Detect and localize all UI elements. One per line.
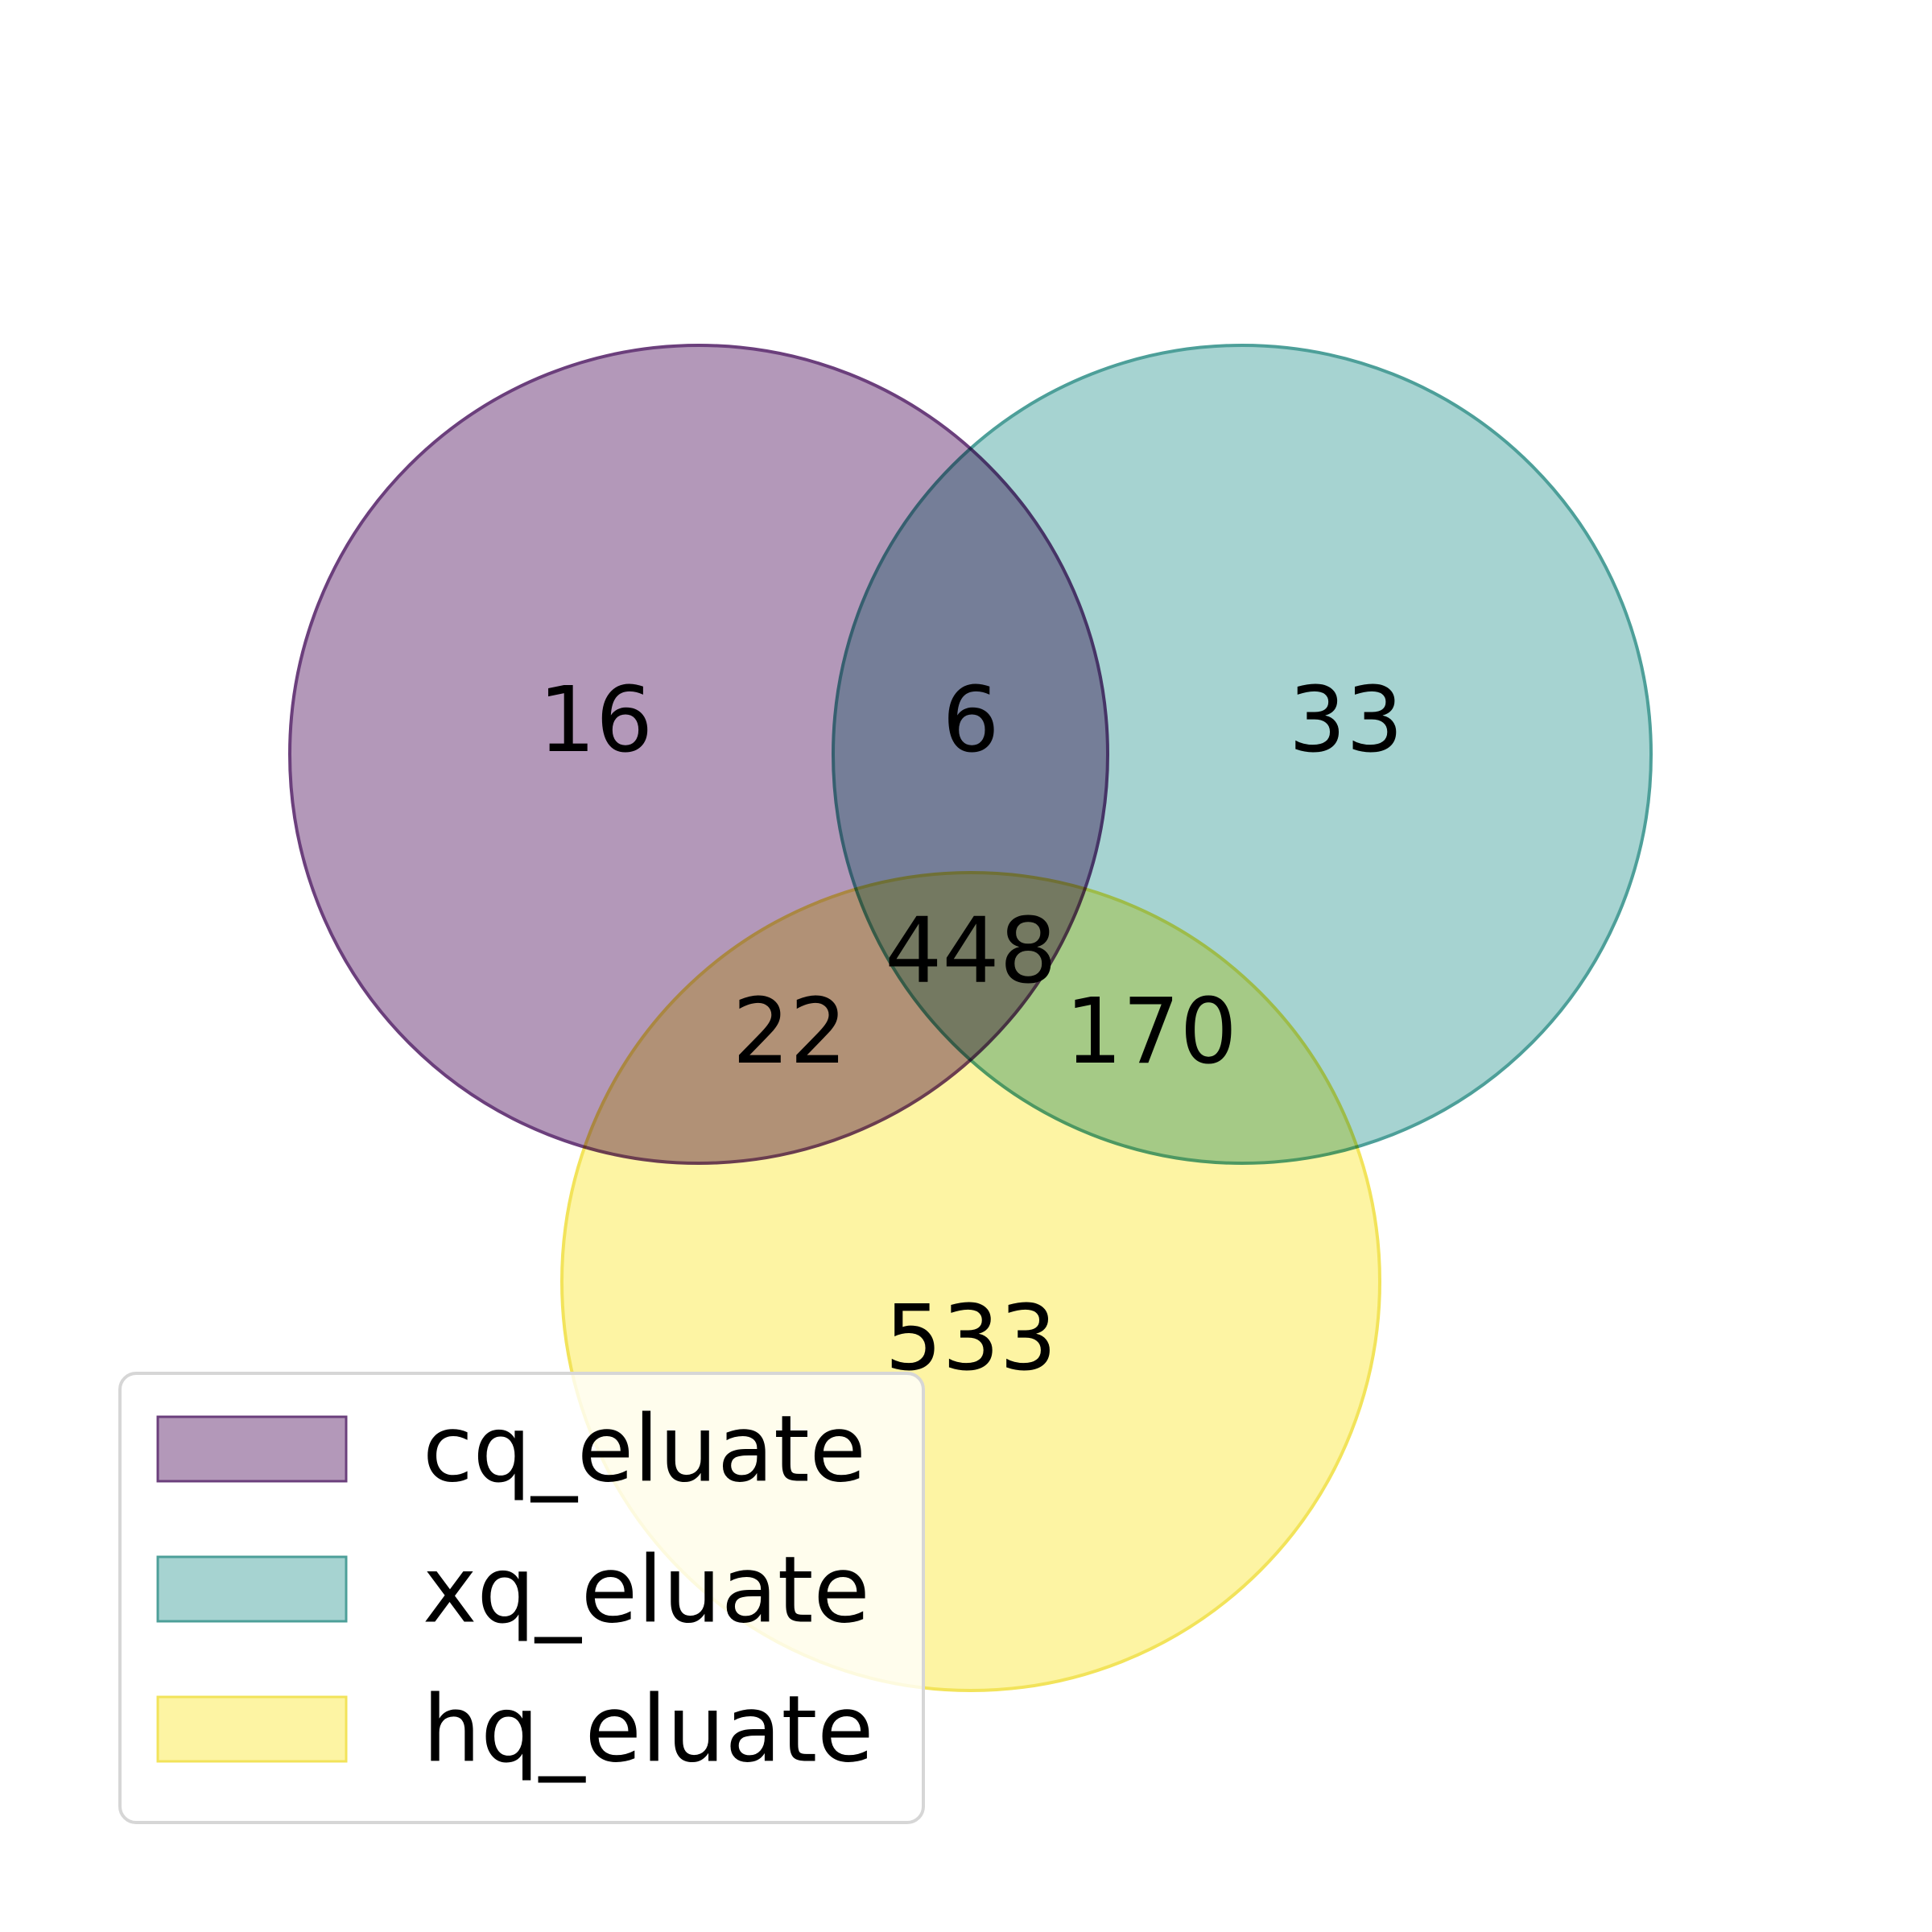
legend-swatch-xq-eluate	[156, 1555, 348, 1623]
region-label-cq-xq: 6	[942, 668, 999, 773]
legend-label-hq-eluate: hq_eluate	[423, 1676, 873, 1783]
legend-label-cq-eluate: cq_eluate	[423, 1396, 866, 1503]
region-label-xq-only: 33	[1289, 668, 1404, 773]
region-label-cq-hq: 22	[733, 980, 848, 1084]
legend-swatch-hq-eluate	[156, 1695, 348, 1763]
region-labels: 16 6 33 448 22 170 533	[539, 668, 1404, 1391]
venn-circles	[288, 344, 1653, 1692]
legend: cq_eluate xq_eluate hq_eluate	[118, 1372, 925, 1824]
region-label-cq-only: 16	[539, 668, 654, 773]
legend-label-xq-eluate: xq_eluate	[423, 1537, 870, 1644]
region-label-xq-hq: 170	[1065, 980, 1237, 1084]
legend-swatch-cq-eluate	[156, 1415, 348, 1483]
region-label-cq-xq-hq: 448	[885, 899, 1057, 1004]
